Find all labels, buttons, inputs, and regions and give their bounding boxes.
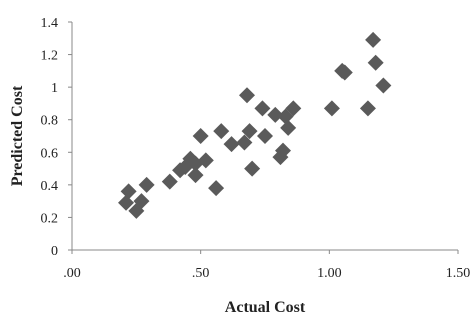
- data-point: [192, 128, 209, 144]
- data-point: [365, 31, 382, 48]
- data-point: [323, 100, 340, 117]
- y-tick-label: 0.2: [41, 211, 59, 226]
- data-point: [236, 134, 253, 151]
- data-point: [244, 160, 261, 177]
- data-point: [133, 193, 150, 210]
- y-tick-label: 0: [51, 244, 58, 259]
- y-tick-label: 1.4: [41, 16, 59, 31]
- x-tick-label: .00: [63, 266, 81, 281]
- data-point: [285, 100, 302, 117]
- x-axis-ticks: .00 .50 1.00 1.50: [63, 250, 470, 281]
- data-points: [118, 31, 392, 219]
- data-point: [241, 123, 258, 140]
- data-point: [359, 100, 376, 117]
- data-point: [254, 100, 271, 117]
- data-point: [197, 152, 214, 169]
- data-point: [367, 54, 384, 71]
- y-axis-ticks: 0 0.2 0.4 0.6 0.8 1 1.2 1.4: [41, 16, 72, 259]
- data-point: [267, 106, 284, 123]
- y-tick-label: 0.4: [41, 179, 59, 194]
- x-tick-label: 1.00: [317, 266, 342, 281]
- y-tick-label: 0.8: [41, 114, 59, 129]
- x-tick-label: 1.50: [446, 266, 471, 281]
- data-point: [161, 173, 178, 190]
- data-point: [118, 194, 135, 211]
- data-point: [223, 136, 240, 153]
- data-point: [336, 64, 353, 81]
- y-tick-label: 0.6: [41, 146, 59, 161]
- data-point: [187, 167, 204, 184]
- x-tick-label: .50: [192, 266, 210, 281]
- y-tick-label: 1.2: [41, 49, 59, 64]
- y-tick-label: 1: [51, 81, 58, 96]
- data-point: [120, 183, 137, 200]
- data-point: [138, 176, 155, 193]
- data-point: [375, 77, 392, 94]
- data-point: [208, 180, 225, 197]
- x-axis-title: Actual Cost: [225, 299, 306, 316]
- y-axis-title: Predicted Cost: [9, 85, 26, 186]
- data-point: [257, 128, 273, 144]
- data-point: [213, 123, 230, 140]
- data-point: [238, 87, 255, 104]
- data-point: [275, 142, 292, 159]
- data-point: [280, 119, 297, 136]
